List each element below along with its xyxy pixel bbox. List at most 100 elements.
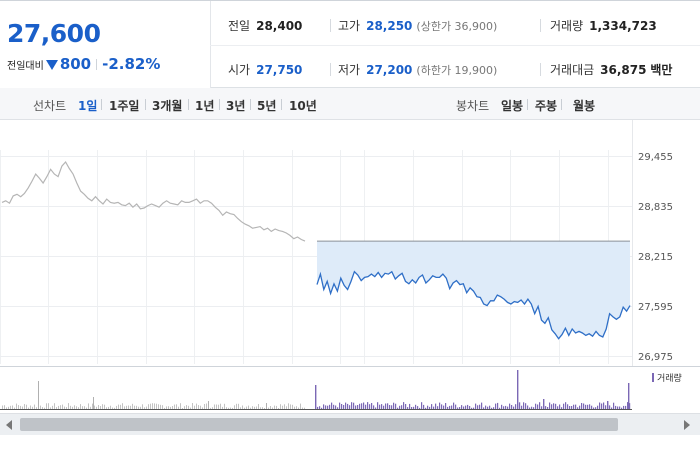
volume-bar (593, 407, 595, 409)
volume-bar (88, 403, 89, 409)
volume-bar (599, 402, 601, 409)
volume-bar (411, 407, 413, 409)
volume-bar (373, 405, 375, 409)
volume-bar (609, 405, 611, 409)
period-3y-tab[interactable]: 3년 (226, 99, 246, 113)
trade-amount: 거래대금 36,875 백만 (550, 61, 672, 78)
volume-bar (517, 370, 519, 409)
volume-bar (457, 407, 459, 409)
volume-bar (186, 405, 187, 409)
trade-amount-label: 거래대금 (550, 63, 595, 77)
previous-day-series (1, 160, 306, 242)
volume-bar (459, 407, 461, 409)
volume-bar (110, 405, 111, 409)
period-1d-tab[interactable]: 1일 (78, 99, 98, 113)
volume-bar (619, 406, 621, 409)
volume-bar (208, 401, 209, 409)
volume-bar (315, 385, 317, 409)
volume-bar (509, 403, 511, 409)
volume-bar (300, 403, 301, 409)
period-1w-tab[interactable]: 1주일 (109, 99, 140, 113)
volume-bar (132, 403, 133, 409)
volume-bar (174, 404, 175, 409)
volume-bar (541, 406, 543, 409)
volume-bar (6, 407, 7, 409)
volume-bar (194, 405, 195, 409)
volume-bar (94, 405, 95, 409)
volume-bar (202, 407, 203, 409)
volume-bar (12, 405, 13, 409)
volume-label: 거래량 (550, 19, 584, 33)
divider (540, 63, 541, 76)
volume-bar (40, 405, 41, 409)
volume-bar (589, 404, 591, 409)
volume-bar (210, 407, 211, 409)
volume-bar (515, 404, 517, 409)
volume-bar (178, 406, 179, 409)
change-label: 전일대비 (7, 61, 44, 72)
volume-bar (256, 406, 257, 409)
volume-bar (417, 406, 419, 409)
period-3m-tab[interactable]: 3개월 (152, 99, 183, 113)
volume-bar (216, 404, 217, 409)
volume-bar (437, 406, 439, 409)
volume-bar (565, 402, 567, 409)
volume-bar (333, 404, 335, 409)
period-1y-tab[interactable]: 1년 (195, 99, 215, 113)
volume-bar (343, 405, 345, 409)
divider (145, 99, 146, 110)
candle-weekly-tab[interactable]: 주봉 (535, 99, 558, 113)
volume-bar (357, 405, 359, 409)
volume-bar (395, 403, 397, 409)
chart-scrollbar[interactable] (0, 413, 700, 435)
volume-bar (628, 383, 630, 409)
volume-bar (365, 404, 367, 409)
volume-bar (487, 406, 489, 409)
volume-bar (148, 404, 149, 409)
volume-bar (507, 406, 509, 409)
today-series (316, 270, 631, 340)
volume-bar (50, 407, 51, 409)
period-10y-tab[interactable]: 10년 (289, 99, 317, 113)
period-5y-tab[interactable]: 5년 (257, 99, 277, 113)
volume-bar (393, 402, 395, 409)
divider (561, 99, 562, 110)
volume-bar (238, 403, 239, 409)
volume-bar (54, 403, 55, 409)
volume-bar (98, 405, 99, 409)
scroll-right-arrow-icon[interactable] (684, 420, 690, 430)
volume-bar (92, 403, 93, 409)
volume-bar (196, 403, 197, 409)
high-label: 고가 (338, 19, 361, 33)
prev-close-value: 28,400 (256, 19, 303, 33)
volume-bar (222, 406, 223, 409)
volume-bar (66, 407, 67, 409)
quote-panel: 27,600 전일대비 800 -2.82% 전일 28,400 고가 28,250 (상… (0, 0, 700, 89)
candle-monthly-tab[interactable]: 월봉 (573, 99, 596, 113)
volume-bar (46, 403, 47, 409)
volume-bar (234, 405, 235, 409)
scroll-left-arrow-icon[interactable] (6, 420, 12, 430)
price-chart: 29,455 28,835 28,215 27,595 26,975 거래량 (0, 120, 700, 410)
volume-bar (188, 405, 189, 409)
volume-bar (403, 402, 405, 409)
candle-daily-tab[interactable]: 일봉 (501, 99, 524, 113)
scroll-thumb[interactable] (20, 418, 618, 431)
volume-bar (493, 407, 495, 409)
volume-bar (154, 403, 155, 409)
price-box: 27,600 전일대비 800 -2.82% (0, 1, 211, 89)
volume-bar (52, 405, 53, 409)
volume-bar (152, 403, 153, 409)
change-amount: 800 (59, 55, 92, 73)
volume-bar (321, 407, 323, 409)
volume-bar (521, 405, 523, 409)
volume-bar (304, 407, 305, 409)
volume-bar (329, 404, 331, 409)
divider (101, 99, 102, 110)
volume-bar (250, 407, 251, 409)
volume-bar (359, 403, 361, 409)
volume-bar (549, 402, 551, 409)
volume-bar (475, 403, 477, 409)
volume-bar (264, 408, 265, 409)
open-label: 시가 (228, 63, 251, 77)
